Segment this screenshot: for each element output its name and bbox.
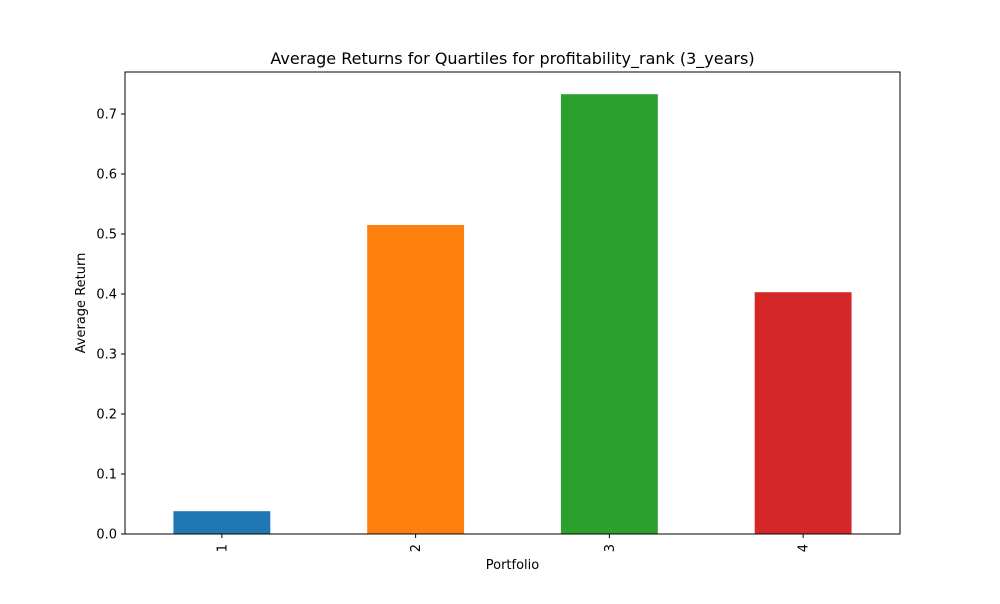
bars-group [173, 94, 852, 534]
x-tick-label: 2 [409, 544, 424, 552]
x-tick-label: 4 [797, 544, 812, 552]
y-tick-label: 0.4 [96, 288, 117, 303]
x-tick-label: 1 [215, 544, 230, 552]
y-axis-label: Average Return [74, 253, 89, 354]
y-tick-label: 0.0 [96, 528, 117, 543]
chart-title: Average Returns for Quartiles for profit… [270, 49, 754, 69]
x-axis-label: Portfolio [486, 558, 540, 573]
y-tick-label: 0.3 [96, 348, 117, 363]
y-tick-label: 0.2 [96, 408, 117, 423]
bar-portfolio-4 [754, 292, 852, 534]
plot-frame [124, 71, 901, 535]
x-tick-label: 3 [603, 544, 618, 552]
bar-portfolio-1 [173, 511, 271, 534]
bar-portfolio-2 [367, 225, 465, 534]
bar-portfolio-3 [560, 94, 658, 534]
y-axis: 0.0 0.1 0.2 0.3 0.4 0.5 0.6 0.7 [96, 108, 125, 543]
y-tick-label: 0.5 [96, 228, 117, 243]
y-tick-label: 0.6 [96, 168, 117, 183]
x-axis: 1 2 3 4 [215, 534, 812, 552]
y-tick-label: 0.1 [96, 468, 117, 483]
y-tick-label: 0.7 [96, 108, 117, 123]
